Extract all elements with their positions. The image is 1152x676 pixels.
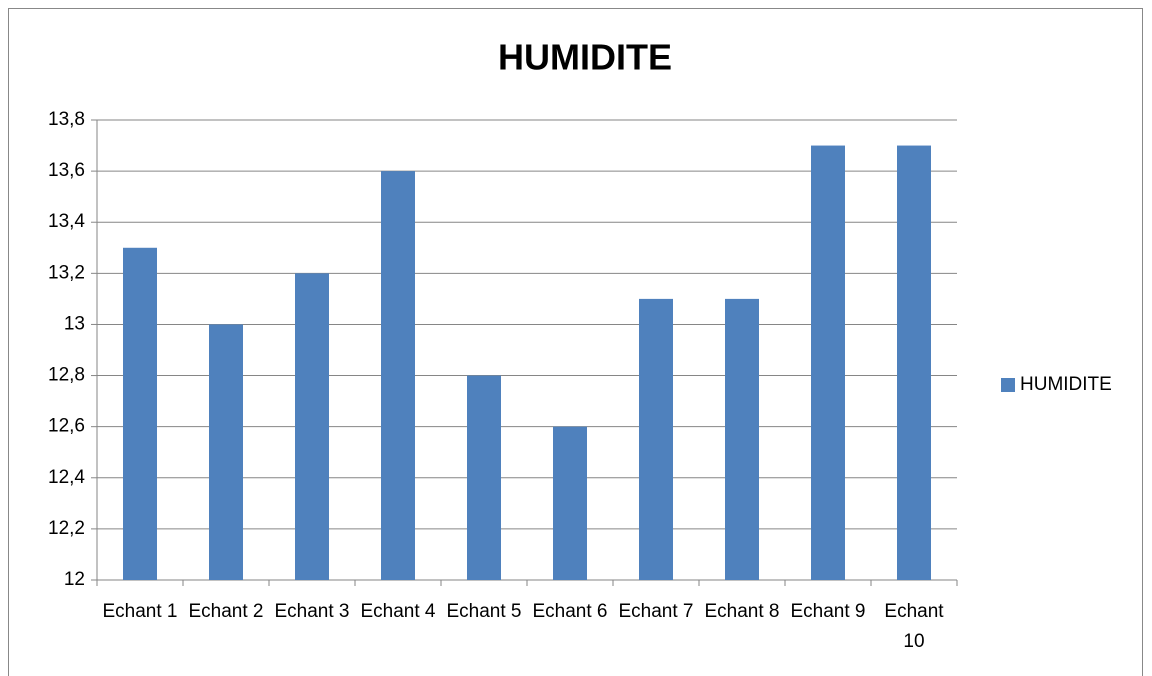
bar [295,273,329,580]
bar [381,171,415,580]
y-tick-label: 13,4 [48,211,85,232]
bar [123,247,157,580]
y-tick-label: 13,8 [48,109,85,130]
bar [553,426,587,580]
y-tick-label: 12,2 [48,518,85,539]
y-tick-label: 13,6 [48,160,85,181]
x-tick-label: Echant 8 [704,601,780,622]
y-tick-label: 12,8 [48,365,85,386]
y-tick-label: 12 [64,569,85,590]
bar [725,298,759,580]
bar [897,145,931,581]
x-tick-label: Echant 7 [618,601,694,622]
x-tick-label: Echant 10 [884,601,944,652]
x-tick-label: Echant 3 [274,601,350,622]
legend-label: HUMIDITE [1020,374,1112,395]
bar [639,298,673,580]
y-tick-label: 12,4 [48,467,85,488]
x-tick-label: Echant 6 [532,601,608,622]
chart-title: HUMIDITE [498,37,672,78]
x-tick-label: Echant 4 [360,601,436,622]
y-tick-label: 13,2 [48,262,85,283]
bar [811,145,845,581]
x-tick-label: Echant 9 [790,601,866,622]
legend-swatch [1001,378,1015,392]
y-tick-label: 12,6 [48,416,85,437]
y-tick-label: 13 [64,313,85,334]
chart-frame [8,8,1143,676]
bar [467,375,501,580]
x-tick-label: Echant 2 [188,601,264,622]
bar [209,324,243,580]
x-tick-label: Echant 1 [102,601,178,622]
x-tick-label: Echant 5 [446,601,522,622]
